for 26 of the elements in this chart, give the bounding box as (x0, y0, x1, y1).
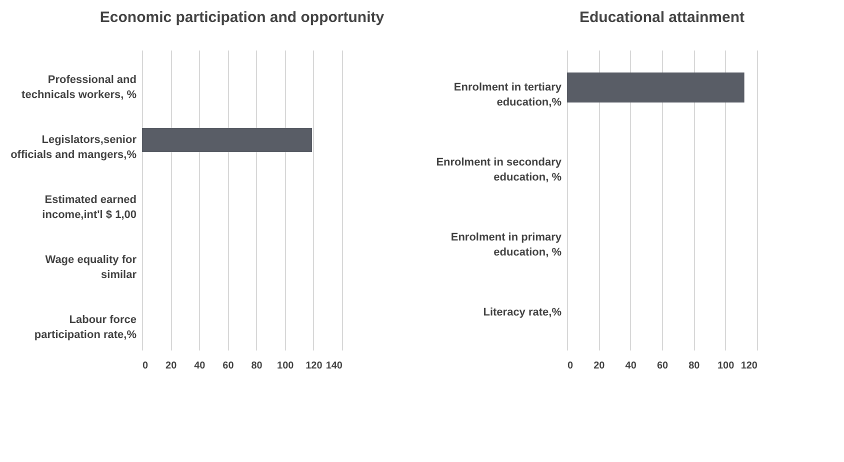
y-tick-label: Legislators,senior officials and mangers,% (10, 134, 138, 161)
chart-title: Economic participation and opportunity (100, 9, 385, 26)
x-tick-label: 140 (326, 360, 343, 372)
x-tick-label: 20 (166, 360, 178, 372)
x-tick-label: 60 (222, 360, 234, 372)
x-tick-label: 100 (717, 360, 735, 372)
y-tick-label: Wage equality for similar (45, 254, 138, 281)
x-tick-label: 0 (568, 360, 574, 372)
x-tick-label: 40 (625, 360, 637, 372)
x-tick-label: 60 (656, 360, 668, 372)
x-tick-label: 80 (251, 360, 263, 372)
x-tick-label: 0 (142, 360, 148, 372)
y-tick-label: Enrolment in primary education, % (450, 232, 562, 258)
x-tick-label: 100 (277, 360, 294, 372)
y-tick-label: Literacy rate,% (483, 306, 562, 318)
y-tick-label: Enrolment in tertiary education,% (454, 82, 562, 108)
x-tick-label: 80 (688, 360, 700, 372)
y-tick-label: Enrolment in secondary education, % (436, 156, 562, 184)
y-tick-label: Estimated earned income,int'l $ 1,00 (42, 194, 136, 221)
y-tick-label: Labour force participation rate,% (34, 314, 137, 341)
x-tick-label: 40 (194, 360, 206, 372)
x-tick-label: 120 (306, 360, 323, 372)
x-tick-label: 20 (594, 360, 606, 372)
y-tick-label: Professional and technicals workers, % (22, 74, 137, 101)
x-tick-label: 120 (740, 360, 758, 372)
chart-title: Educational attainment (579, 9, 745, 26)
